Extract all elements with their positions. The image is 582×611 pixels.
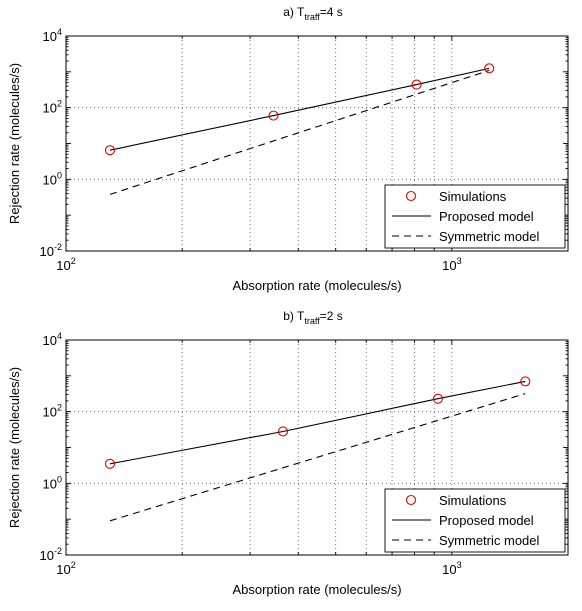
y-tick-label-exponent: 0 <box>57 474 62 484</box>
axes-frame <box>65 35 569 252</box>
legend-marker-simulations <box>405 190 417 202</box>
chart-title-variable: T <box>297 5 305 19</box>
data-point-simulation <box>432 393 443 404</box>
chart-title-subscript: traff <box>304 12 320 22</box>
y-axis-label: Rejection rate (molecules/s) <box>7 367 22 528</box>
y-tick-label: 10-2 <box>40 546 62 563</box>
y-tick-label-base: 10 <box>43 101 57 116</box>
x-tick-label-exponent: 3 <box>457 256 462 266</box>
data-point-simulation <box>104 458 116 469</box>
legend-marker-simulations <box>405 494 417 506</box>
series-line-proposed-model <box>109 380 526 465</box>
legend-label-symmetric-model: Symmetric model <box>439 229 540 244</box>
x-tick-label: 102 <box>56 256 75 273</box>
chart-title-rest: =4 s <box>320 5 343 19</box>
y-tick-label-base: 10 <box>43 405 57 420</box>
x-tick-label: 103 <box>442 560 461 577</box>
data-point-simulation <box>411 79 422 90</box>
x-tick-label-base: 10 <box>442 562 456 577</box>
chart-title: b) Ttraff=2 s <box>283 309 343 326</box>
x-tick-label-base: 10 <box>56 258 70 273</box>
chart-title-variable: T <box>297 309 305 323</box>
y-tick-label-exponent: 2 <box>57 403 62 413</box>
y-tick-label: 100 <box>43 474 62 491</box>
x-tick-label-base: 10 <box>56 562 70 577</box>
y-tick-label: 102 <box>43 403 62 420</box>
series-line-proposed-model <box>109 67 490 151</box>
y-tick-label-exponent: -2 <box>54 242 62 252</box>
y-tick-label-base: 10 <box>40 548 54 563</box>
y-tick-label-exponent: 4 <box>57 331 62 341</box>
x-tick-label-exponent: 3 <box>457 560 462 570</box>
series-group <box>104 376 531 522</box>
x-tick-label: 103 <box>442 256 461 273</box>
x-tick-label-base: 10 <box>442 258 456 273</box>
y-tick-label-exponent: 0 <box>57 170 62 180</box>
series-line-symmetric-model <box>109 69 490 195</box>
x-tick-label-exponent: 2 <box>71 560 76 570</box>
y-tick-label-exponent: -2 <box>54 546 62 556</box>
data-point-simulation <box>268 110 279 121</box>
series-group <box>104 63 495 195</box>
y-tick-label-base: 10 <box>40 244 54 259</box>
legend-label-proposed-model: Proposed model <box>439 513 534 528</box>
chart-title: a) Ttraff=4 s <box>283 5 343 22</box>
y-tick-label: 104 <box>43 331 62 348</box>
y-tick-label-base: 10 <box>43 476 57 491</box>
y-tick-label-exponent: 2 <box>57 99 62 109</box>
legend: Simulations Proposed model Symmetric model <box>384 184 566 249</box>
legend-label-proposed-model: Proposed model <box>439 209 534 224</box>
y-tick-label: 100 <box>43 170 62 187</box>
chart-title-rest: =2 s <box>320 309 343 323</box>
x-tick-label-exponent: 2 <box>71 256 76 266</box>
legend: Simulations Proposed model Symmetric model <box>384 488 566 553</box>
data-point-simulation <box>484 63 495 74</box>
chart-title-prefix: a) <box>283 5 297 19</box>
legend-label-simulations: Simulations <box>439 189 507 204</box>
x-tick-label: 102 <box>56 560 75 577</box>
y-tick-label: 10-2 <box>40 242 62 259</box>
y-tick-label-base: 10 <box>43 29 57 44</box>
legend-label-symmetric-model: Symmetric model <box>439 533 540 548</box>
y-tick-label-exponent: 4 <box>57 27 62 37</box>
data-point-simulation <box>520 376 531 387</box>
legend-label-simulations: Simulations <box>439 493 507 508</box>
x-axis-label: Absorption rate (molecules/s) <box>232 278 401 293</box>
y-axis-label: Rejection rate (molecules/s) <box>7 63 22 224</box>
y-tick-label-base: 10 <box>43 172 57 187</box>
series-line-symmetric-model <box>109 393 526 522</box>
axes-frame <box>65 339 569 556</box>
data-point-simulation <box>104 145 116 156</box>
y-tick-label: 104 <box>43 27 62 44</box>
chart-title-subscript: traff <box>304 316 320 326</box>
chart-title-prefix: b) <box>283 309 297 323</box>
data-point-simulation <box>277 426 289 437</box>
y-tick-label: 102 <box>43 99 62 116</box>
y-tick-label-base: 10 <box>43 333 57 348</box>
x-axis-label: Absorption rate (molecules/s) <box>232 582 401 597</box>
